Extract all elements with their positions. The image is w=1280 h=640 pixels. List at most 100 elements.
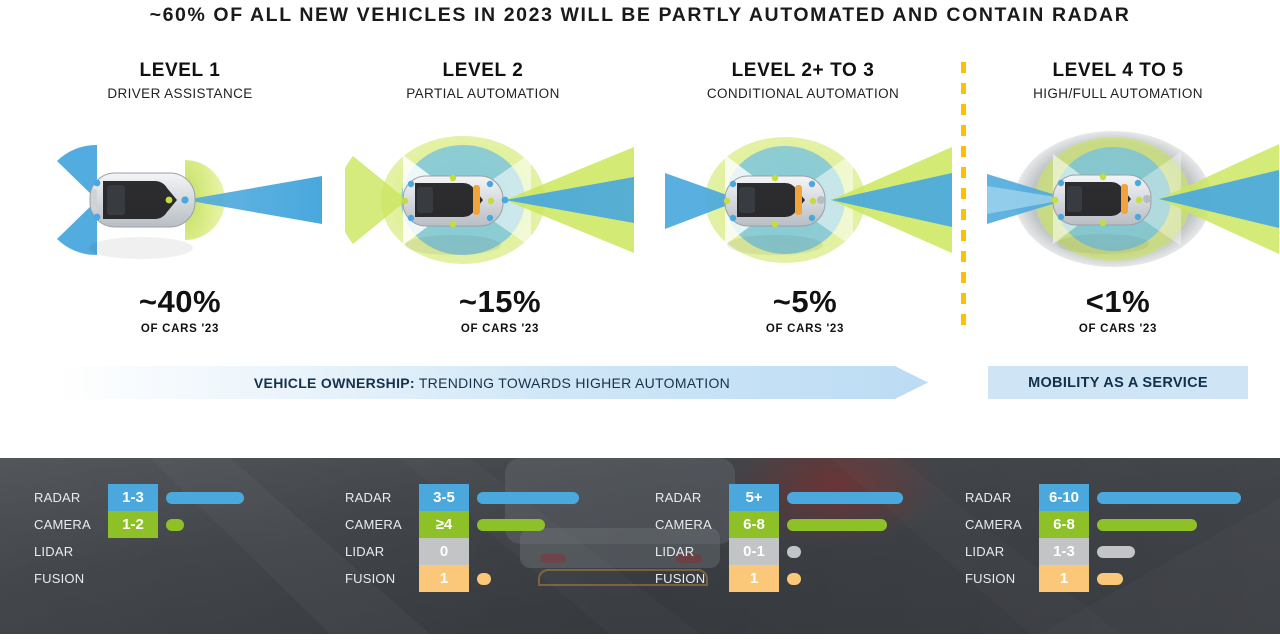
page-title: ~60% OF ALL NEW VEHICLES IN 2023 WILL BE…	[149, 4, 1131, 26]
share-caption: OF CARS '23	[1078, 323, 1158, 335]
share-value: ~5%	[772, 284, 838, 319]
level-subtitle: HIGH/FULL AUTOMATION	[1033, 86, 1203, 101]
sensor-row-lidar: LIDAR 1-3	[965, 538, 1241, 565]
share-value: <1%	[1085, 284, 1151, 319]
sensor-bar	[787, 572, 801, 585]
sensor-row-camera: CAMERA ≥4	[345, 511, 579, 538]
sensor-value-badge: 1-3	[108, 484, 158, 511]
sensor-bar	[477, 491, 579, 504]
level-title: LEVEL 2	[442, 60, 524, 81]
level-subtitle: PARTIAL AUTOMATION	[406, 86, 560, 101]
sensor-group-level-2plus-3: RADAR 5+ CAMERA 6-8 LIDAR 0-1 FUSION 1	[655, 484, 903, 592]
sensor-bar	[1097, 572, 1123, 585]
level-title: LEVEL 2+ TO 3	[731, 60, 875, 81]
sensor-count-panel: RADAR 1-3 CAMERA 1-2 LIDAR FUSION	[0, 458, 1280, 634]
column-header-level-2: LEVEL 2 PARTIAL AUTOMATION	[323, 60, 643, 101]
column-header-level-2plus-3: LEVEL 2+ TO 3 CONDITIONAL AUTOMATION	[643, 60, 963, 101]
car-diagram-level-2plus-3	[663, 133, 953, 268]
sensor-row-fusion: FUSION 1	[655, 565, 903, 592]
sensor-bar	[1097, 518, 1197, 531]
sensor-label: RADAR	[34, 490, 81, 505]
sensor-label: LIDAR	[345, 544, 385, 559]
sensor-value-badge: 5+	[729, 484, 779, 511]
mobility-as-a-service-banner: MOBILITY AS A SERVICE	[988, 366, 1248, 399]
sensor-label: FUSION	[965, 571, 1016, 586]
sensor-bar	[477, 572, 491, 585]
sensor-value-badge: 1-2	[108, 511, 158, 538]
sensor-bar	[787, 491, 903, 504]
sensor-label: FUSION	[34, 571, 85, 586]
car-diagram-level-2	[345, 133, 635, 268]
sensor-row-lidar: LIDAR 0-1	[655, 538, 903, 565]
share-level-1: ~40% OF CARS '23	[20, 284, 340, 335]
sensor-bar	[787, 518, 887, 531]
sensor-value-badge: 1	[729, 565, 779, 592]
ownership-maas-divider	[961, 62, 966, 330]
sensor-value-badge: 0	[419, 538, 469, 565]
sensor-row-radar: RADAR 3-5	[345, 484, 579, 511]
sensor-label: RADAR	[965, 490, 1012, 505]
sensor-row-camera: CAMERA 1-2	[34, 511, 244, 538]
share-caption: OF CARS '23	[460, 323, 540, 335]
sensor-label: LIDAR	[655, 544, 695, 559]
sensor-value-badge: 3-5	[419, 484, 469, 511]
sensor-row-lidar: LIDAR 0	[345, 538, 579, 565]
sensor-row-fusion: FUSION 1	[965, 565, 1241, 592]
sensor-value-badge	[108, 565, 158, 592]
vehicle-ownership-banner: VEHICLE OWNERSHIP: TRENDING TOWARDS HIGH…	[56, 366, 928, 399]
sensor-bar	[166, 518, 184, 531]
sensor-row-lidar: LIDAR	[34, 538, 244, 565]
level-subtitle: DRIVER ASSISTANCE	[107, 86, 253, 101]
sensor-label: FUSION	[345, 571, 396, 586]
sensor-row-fusion: FUSION	[34, 565, 244, 592]
sensor-label: RADAR	[345, 490, 392, 505]
sensor-label: LIDAR	[965, 544, 1005, 559]
sensor-row-radar: RADAR 6-10	[965, 484, 1241, 511]
sensor-group-level-1: RADAR 1-3 CAMERA 1-2 LIDAR FUSION	[34, 484, 244, 592]
sensor-value-badge: 1	[1039, 565, 1089, 592]
share-level-2plus-3: ~5% OF CARS '23	[645, 284, 965, 335]
sensor-value-badge: 6-10	[1039, 484, 1089, 511]
sensor-bar	[787, 545, 801, 558]
share-value: ~15%	[458, 284, 542, 319]
share-level-2: ~15% OF CARS '23	[340, 284, 660, 335]
sensor-value-badge: 1	[419, 565, 469, 592]
sensor-group-level-4-5: RADAR 6-10 CAMERA 6-8 LIDAR 1-3 FUSION 1	[965, 484, 1241, 592]
sensor-value-badge: ≥4	[419, 511, 469, 538]
sensor-bar	[1097, 545, 1135, 558]
sensor-group-level-2: RADAR 3-5 CAMERA ≥4 LIDAR 0 FUSION 1	[345, 484, 579, 592]
sensor-label: CAMERA	[345, 517, 402, 532]
car-diagram-level-1	[45, 133, 325, 268]
sensor-row-radar: RADAR 5+	[655, 484, 903, 511]
maas-label: MOBILITY AS A SERVICE	[1028, 374, 1208, 391]
sensor-row-fusion: FUSION 1	[345, 565, 579, 592]
sensor-label: LIDAR	[34, 544, 74, 559]
sensor-row-camera: CAMERA 6-8	[655, 511, 903, 538]
sensor-row-camera: CAMERA 6-8	[965, 511, 1241, 538]
sensor-bar	[166, 491, 244, 504]
column-header-level-4-5: LEVEL 4 TO 5 HIGH/FULL AUTOMATION	[958, 60, 1278, 101]
ownership-label-rest: TRENDING TOWARDS HIGHER AUTOMATION	[414, 374, 731, 391]
sensor-row-radar: RADAR 1-3	[34, 484, 244, 511]
sensor-label: CAMERA	[655, 517, 712, 532]
share-level-4-5: <1% OF CARS '23	[958, 284, 1278, 335]
sensor-value-badge	[108, 538, 158, 565]
column-header-level-1: LEVEL 1 DRIVER ASSISTANCE	[20, 60, 340, 101]
ownership-label-bold: VEHICLE OWNERSHIP:	[253, 374, 415, 391]
sensor-value-badge: 6-8	[729, 511, 779, 538]
share-caption: OF CARS '23	[765, 323, 845, 335]
level-subtitle: CONDITIONAL AUTOMATION	[706, 86, 900, 101]
sensor-value-badge: 6-8	[1039, 511, 1089, 538]
level-title: LEVEL 4 TO 5	[1052, 60, 1184, 81]
car-diagram-level-4-5	[985, 128, 1280, 270]
sensor-label: FUSION	[655, 571, 706, 586]
share-caption: OF CARS '23	[140, 323, 220, 335]
sensor-bar	[477, 518, 545, 531]
sensor-value-badge: 1-3	[1039, 538, 1089, 565]
share-value: ~40%	[138, 284, 222, 319]
sensor-label: RADAR	[655, 490, 702, 505]
sensor-value-badge: 0-1	[729, 538, 779, 565]
sensor-label: CAMERA	[965, 517, 1022, 532]
sensor-label: CAMERA	[34, 517, 91, 532]
